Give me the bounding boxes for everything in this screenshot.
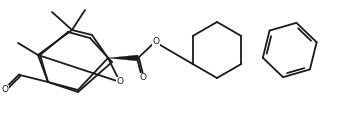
Text: O: O <box>139 73 147 82</box>
Text: O: O <box>117 77 123 86</box>
Text: O: O <box>1 86 8 95</box>
Polygon shape <box>108 55 138 61</box>
Text: O: O <box>153 38 159 46</box>
